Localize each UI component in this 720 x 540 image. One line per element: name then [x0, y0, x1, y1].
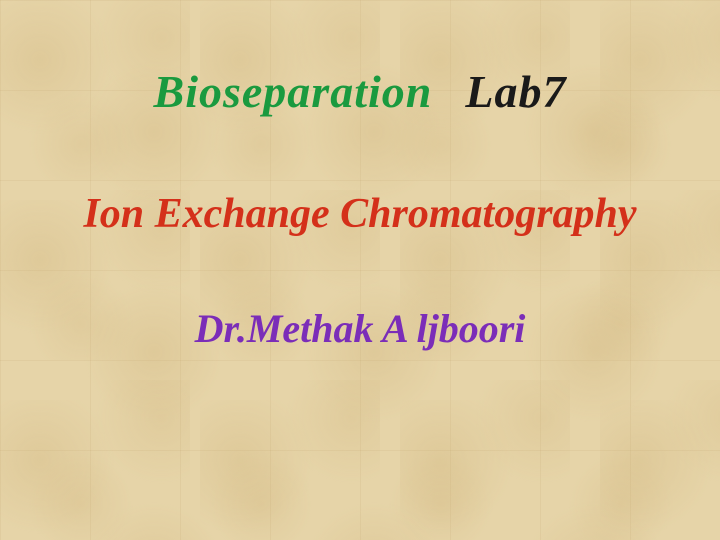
slide-author: Dr.Methak A ljboori [0, 305, 720, 352]
title-part-bioseparation: Bioseparation [154, 66, 433, 117]
slide-title: Bioseparation Lab7 [0, 65, 720, 118]
title-part-lab: Lab7 [465, 66, 566, 117]
slide-subtitle: Ion Exchange Chromatography [0, 190, 720, 238]
